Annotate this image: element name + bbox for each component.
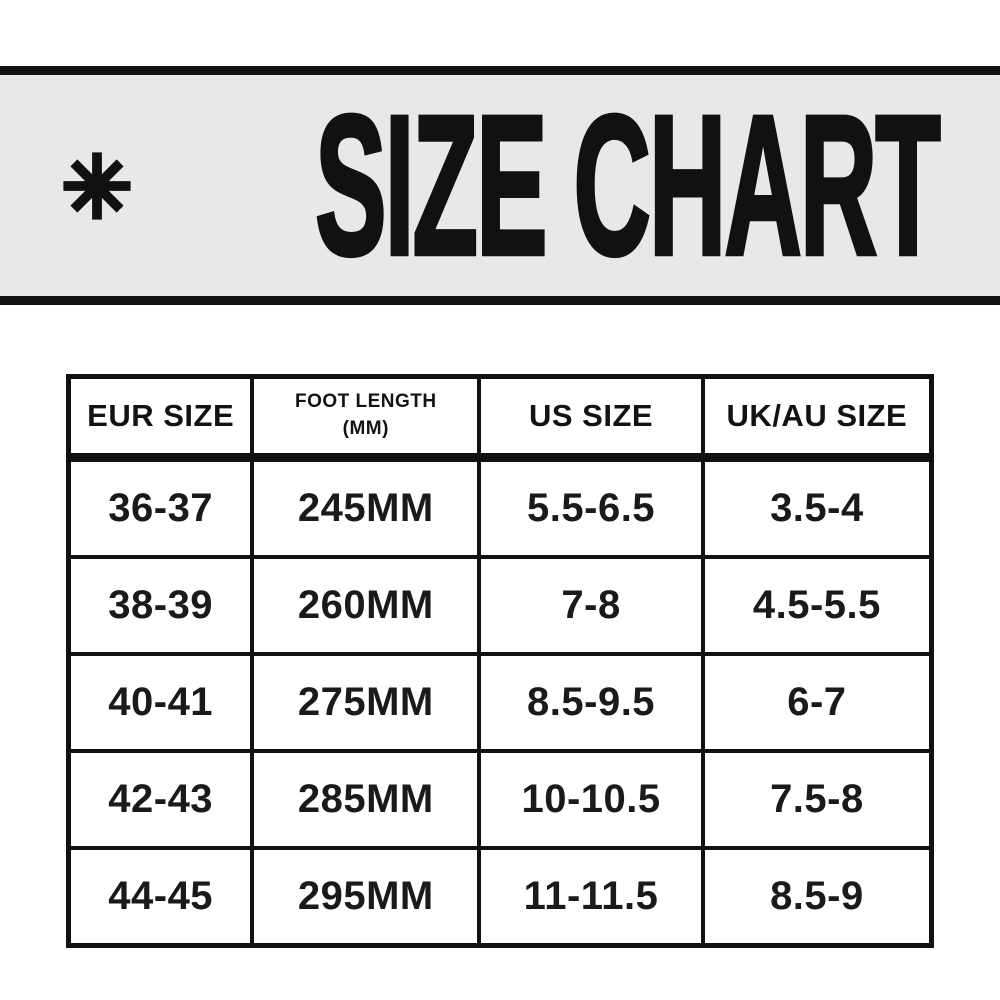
cell-us-size: 10-10.5 <box>477 749 705 850</box>
table-header: EUR SIZE FOOT LENGTH (MM) US SIZE UK/AU … <box>66 374 934 462</box>
title-banner: SIZE CHART <box>0 75 1000 296</box>
table-section: EUR SIZE FOOT LENGTH (MM) US SIZE UK/AU … <box>0 374 1000 948</box>
cell-uk-au-size: 3.5-4 <box>700 455 934 559</box>
cell-foot-length: 260MM <box>250 555 482 656</box>
column-header-eur-size: EUR SIZE <box>66 374 255 462</box>
cell-eur-size: 36-37 <box>66 455 255 559</box>
size-table-container: EUR SIZE FOOT LENGTH (MM) US SIZE UK/AU … <box>66 374 934 948</box>
cell-uk-au-size: 8.5-9 <box>700 846 934 948</box>
cell-foot-length: 295MM <box>250 846 482 948</box>
cell-foot-length: 275MM <box>250 652 482 753</box>
cell-foot-length: 285MM <box>250 749 482 850</box>
cell-us-size: 11-11.5 <box>477 846 705 948</box>
cell-uk-au-size: 7.5-8 <box>700 749 934 850</box>
table-row: 44-45 295MM 11-11.5 8.5-9 <box>66 846 934 948</box>
cell-eur-size: 42-43 <box>66 749 255 850</box>
table-body: 36-37 245MM 5.5-6.5 3.5-4 38-39 260MM 7-… <box>66 455 934 948</box>
cell-eur-size: 44-45 <box>66 846 255 948</box>
cell-eur-size: 40-41 <box>66 652 255 753</box>
column-header-us-size: US SIZE <box>477 374 705 462</box>
top-margin <box>0 0 1000 66</box>
table-row: 38-39 260MM 7-8 4.5-5.5 <box>66 555 934 656</box>
page-title: SIZE CHART <box>314 74 942 297</box>
column-header-foot-length: FOOT LENGTH (MM) <box>250 374 482 462</box>
table-row: 40-41 275MM 8.5-9.5 6-7 <box>66 652 934 753</box>
header-row: EUR SIZE FOOT LENGTH (MM) US SIZE UK/AU … <box>66 374 934 462</box>
cell-us-size: 5.5-6.5 <box>477 455 705 559</box>
cell-uk-au-size: 6-7 <box>700 652 934 753</box>
cell-us-size: 7-8 <box>477 555 705 656</box>
top-divider-bar <box>0 66 1000 75</box>
column-header-uk-au-size: UK/AU SIZE <box>700 374 934 462</box>
asterisk-icon-left <box>62 151 132 221</box>
column-header-foot-length-label: FOOT LENGTH <box>294 391 437 413</box>
table-row: 42-43 285MM 10-10.5 7.5-8 <box>66 749 934 850</box>
cell-eur-size: 38-39 <box>66 555 255 656</box>
column-header-foot-length-unit: (MM) <box>342 418 389 439</box>
title-container: SIZE CHART <box>132 75 1000 296</box>
table-row: 36-37 245MM 5.5-6.5 3.5-4 <box>66 455 934 559</box>
cell-uk-au-size: 4.5-5.5 <box>700 555 934 656</box>
bottom-divider-bar <box>0 296 1000 305</box>
cell-foot-length: 245MM <box>250 455 482 559</box>
cell-us-size: 8.5-9.5 <box>477 652 705 753</box>
size-table: EUR SIZE FOOT LENGTH (MM) US SIZE UK/AU … <box>66 374 934 948</box>
